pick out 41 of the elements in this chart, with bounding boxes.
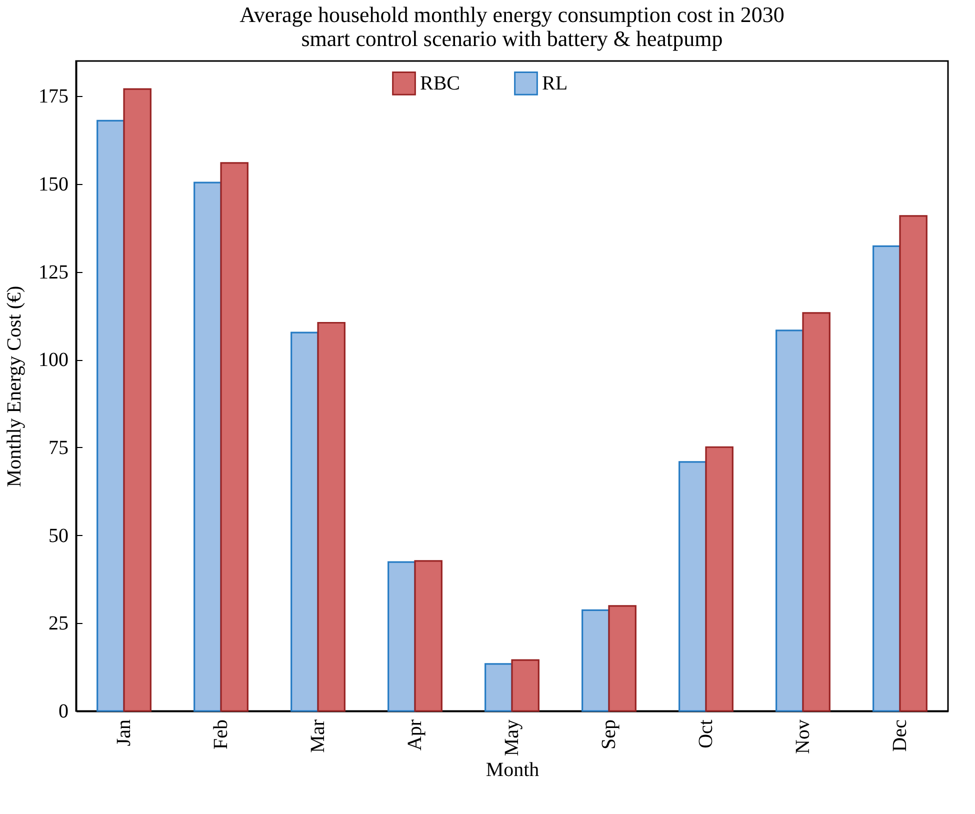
x-tick-label: Jan — [113, 720, 136, 746]
x-axis-title: Month — [486, 759, 540, 782]
bar — [123, 88, 152, 712]
bar — [414, 560, 442, 712]
x-tick-label: Mar — [307, 719, 330, 753]
legend-label: RL — [542, 72, 568, 94]
bar — [96, 120, 125, 712]
bar — [388, 561, 416, 712]
x-tick-label: Apr — [404, 719, 426, 751]
x-tick-label: Nov — [792, 720, 814, 754]
bar — [194, 182, 222, 712]
x-tick-label: May — [501, 720, 523, 756]
x-tick-label: Oct — [694, 719, 717, 748]
x-tick-label: Dec — [888, 719, 911, 752]
bar — [705, 446, 734, 712]
y-tick-label: 175 — [38, 86, 68, 108]
y-axis-title: Monthly Energy Cost (€) — [4, 286, 26, 488]
bar — [484, 663, 513, 712]
y-tick-label: 125 — [38, 261, 68, 284]
y-tick-label: 150 — [38, 173, 68, 196]
chart-title: Average household monthly energy consumption cost in 2030 — [240, 2, 784, 27]
y-tick-label: 100 — [38, 349, 68, 372]
chart-subtitle: smart control scenario with battery & heatpump — [301, 26, 723, 51]
y-tick-label: 25 — [48, 612, 68, 635]
bar — [608, 605, 636, 712]
bar — [802, 312, 830, 712]
x-tick-label: Sep — [598, 720, 620, 750]
bar — [776, 330, 804, 712]
bar — [899, 215, 928, 712]
bar — [290, 332, 319, 712]
x-tick-label: Feb — [210, 720, 232, 750]
legend-label: RBC — [420, 72, 460, 94]
bar — [872, 245, 901, 712]
bar — [317, 322, 346, 712]
bar — [511, 659, 540, 712]
y-tick-label: 50 — [48, 524, 68, 547]
bar — [678, 461, 707, 712]
bar — [220, 162, 248, 712]
y-tick-label: 75 — [48, 436, 68, 459]
bar — [582, 609, 610, 712]
y-tick-label: 0 — [58, 700, 68, 722]
